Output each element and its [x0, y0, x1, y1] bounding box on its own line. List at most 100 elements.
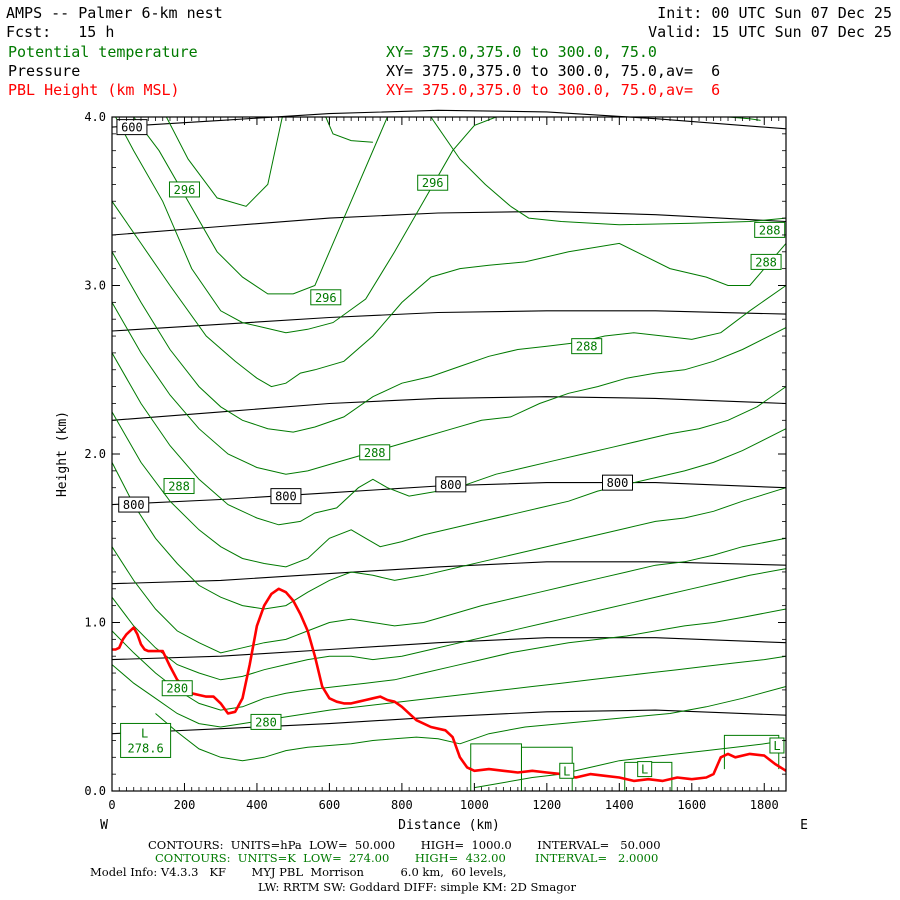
pressure-contours: [111, 109, 787, 735]
x-tick-label-9: 1800: [750, 798, 779, 812]
y-tick-label-0: 0.0: [84, 784, 106, 798]
theta-line-17: [155, 713, 461, 762]
theta-low-box-frame: [120, 722, 172, 758]
footer-theta-contours: CONTOURS: UNITS=K LOW= 274.00 HIGH= 432.…: [155, 851, 659, 865]
theta-line-16: [111, 655, 787, 728]
x-axis-label: Distance (km): [398, 818, 500, 833]
pressure-line-3: [111, 396, 787, 421]
y-tick-label-3: 3.0: [84, 279, 106, 293]
init-time: Init: 00 UTC Sun 07 Dec 25: [657, 4, 892, 22]
theta-contour-label-2: 296: [315, 291, 337, 305]
footer-physics: LW: RRTM SW: Goddard DIFF: simple KM: 2D…: [258, 880, 576, 894]
theta-line-7: [111, 201, 787, 388]
theta-line-10: [111, 352, 787, 526]
pressure-contour-label-0: 600: [121, 121, 143, 135]
theta-line-12: [111, 462, 787, 610]
y-tick-label-4: 4.0: [84, 110, 106, 124]
theta-contour-label-1: 296: [422, 176, 444, 190]
theta-line-18: [459, 686, 787, 745]
field-name-pressure: Pressure: [8, 62, 81, 80]
theta-line-14: [111, 568, 787, 681]
contour-labels: 296 296 296 288 288 288 288 288 280 280 L L L 600 800 8…: [116, 119, 786, 779]
field-xy-pressure: XY= 375.0,375.0 to 300.0, 75.0,av= 6: [386, 62, 721, 80]
theta-line-13: [111, 537, 787, 654]
west-label: W: [100, 818, 108, 833]
theta-low-box-symbol: L: [141, 726, 148, 740]
field-xy-theta: XY= 375.0,375.0 to 300.0, 75.0: [386, 43, 657, 61]
theta-contour-label-12: L: [563, 764, 570, 778]
forecast-hour: Fcst: 15 h: [6, 23, 115, 41]
pbl-height-series: [112, 587, 787, 783]
theta-contour-label-12-box: [559, 762, 575, 779]
theta-contour-label-9-box: [250, 713, 282, 730]
theta-line-8: [111, 251, 787, 433]
field-xy-pbl: XY= 375.0,375.0 to 300.0, 75.0,av= 6: [386, 81, 721, 99]
y-tick-label-2: 2.0: [84, 447, 106, 461]
pressure-line-2: [111, 310, 787, 332]
theta-line-6: [115, 116, 497, 334]
plot-title: AMPS -- Palmer 6-km nest: [6, 4, 223, 22]
theta-line-5: [510, 205, 787, 226]
theta-line-9: [111, 302, 787, 475]
theta-line-11: [111, 411, 787, 568]
theta-contour-label-0-box: [168, 181, 200, 198]
theta-contour-label-3: 288: [759, 223, 781, 237]
pressure-contour-label-2-box: [270, 488, 302, 505]
theta-contour-label-1-box: [417, 174, 449, 191]
x-tick-label-7: 1400: [605, 798, 634, 812]
theta-line-19: [474, 740, 787, 789]
x-tick-label-6: 1200: [532, 798, 561, 812]
theta-contour-label-5-box: [571, 338, 603, 355]
theta-contour-label-10-box: [637, 761, 653, 778]
theta-line-3: [430, 116, 511, 207]
y-axis-label: Height (km): [55, 411, 70, 497]
field-name-theta: Potential temperature: [8, 43, 198, 61]
east-label: E: [800, 818, 808, 833]
cross-section-chart: 296 296 296 288 288 288 288 288 280 280 L L L 600 800 8…: [55, 109, 808, 833]
theta-low-box-value: 278.6: [128, 741, 164, 755]
x-tick-label-0: 0: [108, 798, 115, 812]
pressure-line-5: [111, 561, 787, 585]
pressure-contour-label-3-box: [435, 476, 467, 493]
theta-line-15: [111, 608, 787, 711]
theta-contour-label-7: 288: [168, 480, 190, 494]
theta-contour-label-10: L: [641, 763, 648, 777]
x-tick-label-1: 200: [174, 798, 196, 812]
theta-contour-label-8-box: [161, 680, 193, 697]
pressure-line-1: [111, 210, 787, 236]
footer-model-info: Model Info: V4.3.3 KF MYJ PBL Morrison 6…: [90, 865, 507, 879]
theta-contour-label-6: 288: [364, 446, 386, 460]
theta-contour-label-5: 288: [576, 340, 598, 354]
footer-pressure-contours: CONTOURS: UNITS=hPa LOW= 50.000 HIGH= 10…: [148, 838, 661, 852]
theta-line-0: [325, 116, 373, 143]
pressure-contour-label-0-box: [116, 119, 148, 136]
theta-line-2: [165, 116, 283, 207]
theta-contour-label-0: 296: [174, 183, 196, 197]
theta-contour-label-4-box: [750, 253, 782, 270]
theta-contour-label-8: 280: [166, 682, 188, 696]
x-tick-label-2: 400: [246, 798, 268, 812]
theta-contour-label-2-box: [310, 289, 342, 306]
x-tick-label-3: 600: [319, 798, 341, 812]
theta-contour-label-7-box: [163, 478, 195, 495]
theta-contour-label-11: L: [773, 739, 780, 753]
pressure-contour-label-1-box: [118, 496, 150, 513]
theta-contour-label-4: 288: [755, 255, 777, 269]
pressure-contour-label-4: 800: [607, 476, 629, 490]
theta-line-4: [133, 116, 388, 295]
pressure-line-6: [111, 637, 787, 661]
theta-contour-label-11-box: [769, 737, 785, 754]
pressure-contour-label-1: 800: [123, 498, 145, 512]
valid-time: Valid: 15 UTC Sun 07 Dec 25: [648, 23, 892, 41]
terrain-outline: [470, 734, 780, 791]
axes: 0 200 400 600 800 1000 1200 1400 1600 1800 0.0 1.0 2…: [84, 110, 786, 812]
pbl-height-line: [112, 587, 787, 783]
theta-contour-label-9: 280: [255, 715, 277, 729]
theta-contours: [111, 116, 787, 789]
pressure-line-7: [111, 709, 787, 735]
x-tick-label-5: 1000: [460, 798, 489, 812]
x-tick-label-4: 800: [391, 798, 413, 812]
theta-contour-label-3-box: [754, 221, 786, 238]
y-tick-label-1: 1.0: [84, 616, 106, 630]
field-name-pbl: PBL Height (km MSL): [8, 81, 180, 99]
